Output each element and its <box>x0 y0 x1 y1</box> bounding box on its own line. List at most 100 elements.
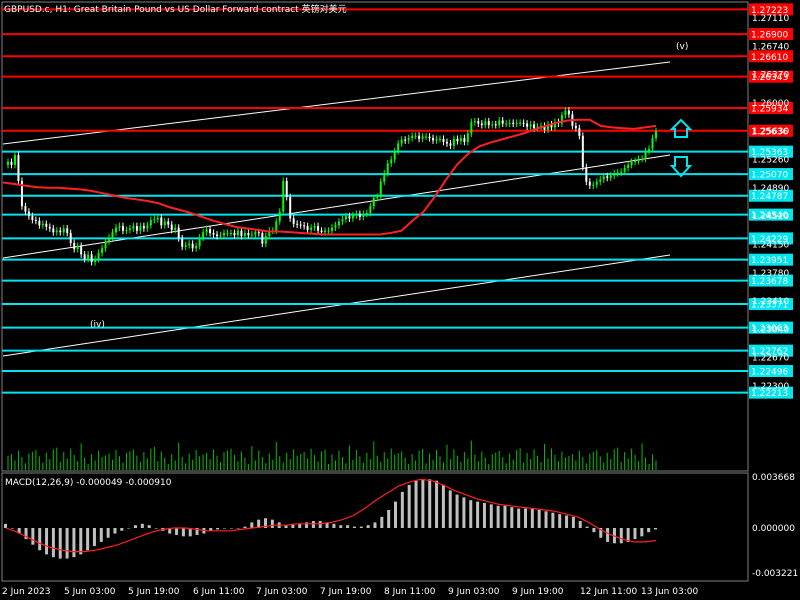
candle-body[interactable] <box>588 181 591 186</box>
candle-body[interactable] <box>564 110 567 116</box>
candle-body[interactable] <box>428 136 431 139</box>
candle-body[interactable] <box>627 164 630 168</box>
candle-body[interactable] <box>327 230 330 232</box>
candle-body[interactable] <box>463 138 466 142</box>
candle-body[interactable] <box>219 235 222 237</box>
candle-body[interactable] <box>264 236 267 244</box>
candle-body[interactable] <box>229 232 232 234</box>
candle-body[interactable] <box>247 232 250 236</box>
candle-body[interactable] <box>310 227 313 230</box>
candle-body[interactable] <box>306 226 309 230</box>
candle-body[interactable] <box>369 206 372 214</box>
candle-body[interactable] <box>547 124 549 130</box>
candle-body[interactable] <box>432 138 435 141</box>
candle-body[interactable] <box>508 122 511 124</box>
candle-body[interactable] <box>362 213 365 217</box>
candle-body[interactable] <box>397 143 400 152</box>
candle-body[interactable] <box>170 224 173 230</box>
candle-body[interactable] <box>459 138 462 142</box>
candle-body[interactable] <box>334 225 337 228</box>
candle-body[interactable] <box>212 232 215 235</box>
candle-body[interactable] <box>296 223 299 225</box>
candle-body[interactable] <box>331 227 333 231</box>
candle-body[interactable] <box>425 136 428 138</box>
candle-body[interactable] <box>205 229 208 233</box>
candle-body[interactable] <box>379 181 382 198</box>
candle-body[interactable] <box>195 245 198 249</box>
candle-body[interactable] <box>616 172 619 174</box>
candle-body[interactable] <box>223 232 225 236</box>
candle-body[interactable] <box>529 124 532 127</box>
candle-body[interactable] <box>59 230 62 233</box>
candle-body[interactable] <box>501 120 504 124</box>
candle-body[interactable] <box>299 224 302 226</box>
candle-body[interactable] <box>578 128 581 136</box>
candle-body[interactable] <box>97 252 100 259</box>
candle-body[interactable] <box>383 173 386 182</box>
candle-body[interactable] <box>320 230 323 233</box>
candle-body[interactable] <box>268 230 271 237</box>
candle-body[interactable] <box>83 254 86 259</box>
candle-body[interactable] <box>365 213 368 215</box>
candle-body[interactable] <box>574 125 577 129</box>
candle-body[interactable] <box>317 226 320 231</box>
candle-body[interactable] <box>13 154 16 165</box>
candle-body[interactable] <box>94 258 97 263</box>
candle-body[interactable] <box>560 115 563 124</box>
candle-body[interactable] <box>153 219 156 221</box>
candle-body[interactable] <box>313 226 316 228</box>
candle-body[interactable] <box>125 229 128 231</box>
candle-body[interactable] <box>289 197 292 219</box>
candle-body[interactable] <box>115 227 117 233</box>
candle-body[interactable] <box>519 122 522 124</box>
candle-body[interactable] <box>55 230 58 233</box>
candle-body[interactable] <box>181 238 184 247</box>
candle-body[interactable] <box>118 226 121 228</box>
candle-body[interactable] <box>285 180 288 198</box>
candle-body[interactable] <box>498 120 501 126</box>
candle-body[interactable] <box>400 139 403 144</box>
candle-body[interactable] <box>38 220 41 226</box>
candle-body[interactable] <box>101 248 104 253</box>
candle-body[interactable] <box>358 213 361 217</box>
candle-body[interactable] <box>254 232 257 235</box>
candle-body[interactable] <box>62 228 65 233</box>
candle-body[interactable] <box>487 121 490 126</box>
candle-body[interactable] <box>73 242 76 250</box>
candle-body[interactable] <box>477 121 480 124</box>
candle-body[interactable] <box>10 161 13 165</box>
candle-body[interactable] <box>641 158 644 160</box>
candle-body[interactable] <box>202 232 205 238</box>
candle-body[interactable] <box>90 254 93 263</box>
candle-body[interactable] <box>637 158 640 162</box>
candle-body[interactable] <box>167 221 170 225</box>
candle-body[interactable] <box>142 226 145 229</box>
candle-body[interactable] <box>243 232 246 237</box>
candle-body[interactable] <box>515 122 518 124</box>
candle-body[interactable] <box>156 217 159 220</box>
candle-body[interactable] <box>581 135 584 168</box>
candle-body[interactable] <box>393 151 396 160</box>
candle-body[interactable] <box>372 197 375 207</box>
candle-body[interactable] <box>567 110 570 115</box>
candle-body[interactable] <box>66 228 69 233</box>
candle-body[interactable] <box>421 136 424 139</box>
candle-body[interactable] <box>592 184 595 186</box>
candle-body[interactable] <box>543 125 546 130</box>
candles[interactable] <box>7 107 657 266</box>
candle-body[interactable] <box>275 221 278 231</box>
candle-body[interactable] <box>135 226 138 231</box>
candle-body[interactable] <box>390 159 393 164</box>
candle-body[interactable] <box>24 206 27 212</box>
candle-body[interactable] <box>292 218 295 224</box>
candle-body[interactable] <box>445 141 448 144</box>
candle-body[interactable] <box>606 176 609 178</box>
candle-body[interactable] <box>184 245 187 247</box>
candle-body[interactable] <box>512 122 515 124</box>
candle-body[interactable] <box>163 221 166 226</box>
candle-body[interactable] <box>48 226 51 229</box>
candle-body[interactable] <box>411 135 414 139</box>
candle-body[interactable] <box>20 180 23 207</box>
candle-body[interactable] <box>41 223 44 226</box>
candle-body[interactable] <box>418 135 421 139</box>
